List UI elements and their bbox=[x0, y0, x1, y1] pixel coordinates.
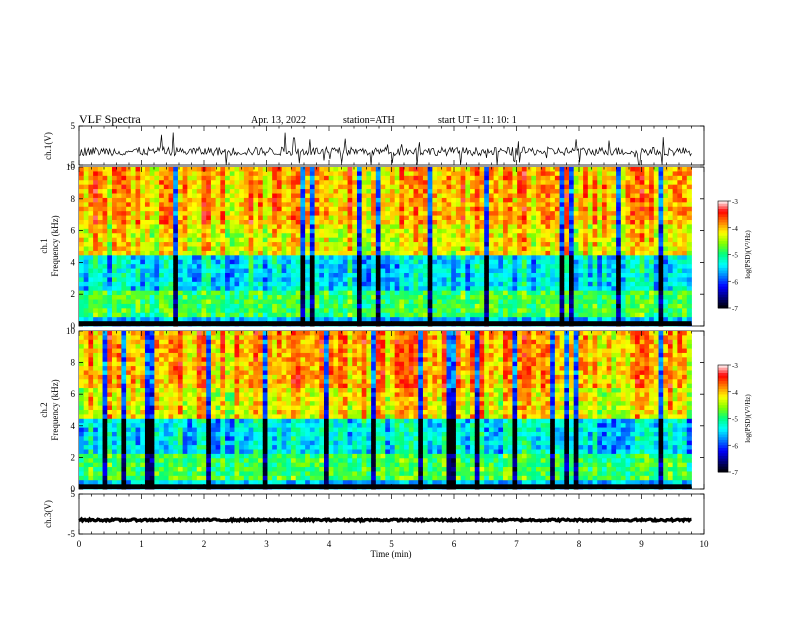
ch1-spectrogram-colorbar-label: log(PSD)(V²/Hz) bbox=[744, 230, 752, 279]
ch2-spectrogram-colorbar-tick-label--7: -7 bbox=[732, 469, 738, 477]
figure-title: VLF Spectra bbox=[79, 112, 141, 126]
ch3-waveform-ytick-label-5: 5 bbox=[71, 489, 76, 499]
x-tick-label-8: 8 bbox=[577, 539, 582, 549]
x-tick-label-3: 3 bbox=[264, 539, 269, 549]
ch1-spectrogram-colorbar-tick-label--7: -7 bbox=[732, 305, 738, 313]
ch1-spectrogram-colorbar-tick-label--3: -3 bbox=[732, 198, 738, 206]
ch1-waveform-ytick-label--5: -5 bbox=[68, 160, 76, 170]
x-tick-label-0: 0 bbox=[77, 539, 82, 549]
ch1-spectrogram-ytick-label-2: 2 bbox=[71, 289, 76, 299]
ch2-spectrogram-ytick-label-2: 2 bbox=[71, 452, 76, 462]
x-tick-label-9: 9 bbox=[639, 539, 644, 549]
x-tick-label-2: 2 bbox=[202, 539, 207, 549]
svg-text:ch.1: ch.1 bbox=[39, 238, 49, 253]
ch2-spectrogram-low-band bbox=[79, 484, 692, 489]
ch1-spectrogram-ytick-label-6: 6 bbox=[71, 226, 76, 236]
ch3-waveform-ylabel: ch.3(V) bbox=[43, 500, 53, 528]
ch1-spectrogram-ylabel: ch.1 Frequency (kHz) bbox=[39, 215, 60, 276]
ch2-spectrogram-colorbar-tick-label--3: -3 bbox=[732, 362, 738, 370]
ch2-spectrogram-ylabel: ch.2 Frequency (kHz) bbox=[39, 379, 60, 440]
x-tick-label-7: 7 bbox=[514, 539, 519, 549]
start-time: start UT = 11: 10: 1 bbox=[438, 115, 517, 126]
ch1-waveform-ytick-label-5: 5 bbox=[71, 121, 76, 131]
ch3-waveform-ytick-label--5: -5 bbox=[68, 529, 76, 539]
observation-date: Apr. 13, 2022 bbox=[251, 115, 306, 126]
ch2-spectrogram-colorbar-tick-label--5: -5 bbox=[732, 416, 738, 424]
ch1-waveform-trace bbox=[79, 133, 692, 166]
ch3-waveform-trace bbox=[79, 519, 692, 521]
ch2-spectrogram-ytick-label-6: 6 bbox=[71, 389, 76, 399]
ch1-spectrogram-colorbar-tick-label--4: -4 bbox=[732, 225, 738, 233]
svg-text:ch.2: ch.2 bbox=[39, 402, 49, 417]
x-axis-label: Time (min) bbox=[371, 549, 412, 559]
ch1-spectrogram-colorbar-tick-label--6: -6 bbox=[732, 278, 738, 286]
svg-text:Frequency (kHz): Frequency (kHz) bbox=[50, 215, 60, 276]
ch2-spectrogram-ytick-label-10: 10 bbox=[66, 326, 76, 336]
x-tick-label-5: 5 bbox=[389, 539, 394, 549]
station-name: station=ATH bbox=[343, 115, 395, 126]
x-tick-label-10: 10 bbox=[700, 539, 710, 549]
ch1-spectrogram-ytick-label-8: 8 bbox=[71, 194, 76, 204]
ch1-spectrogram-cells bbox=[79, 167, 692, 326]
ch2-spectrogram-ytick-label-4: 4 bbox=[71, 421, 76, 431]
x-tick-label-6: 6 bbox=[452, 539, 457, 549]
ch2-spectrogram-colorbar-label: log(PSD)(V²/Hz) bbox=[744, 394, 752, 443]
x-tick-label-4: 4 bbox=[327, 539, 332, 549]
svg-text:Frequency (kHz): Frequency (kHz) bbox=[50, 379, 60, 440]
chart-marks: 0246810-3-4-5-6-7log(PSD)(V²/Hz)0246810-… bbox=[66, 121, 752, 549]
ch1-spectrogram-colorbar-tick-label--5: -5 bbox=[732, 252, 738, 260]
ch2-spectrogram-ytick-label-8: 8 bbox=[71, 358, 76, 368]
ch3-waveform-frame bbox=[79, 494, 704, 534]
ch2-spectrogram-colorbar-tick-label--6: -6 bbox=[732, 442, 738, 450]
ch1-spectrogram-ytick-label-4: 4 bbox=[71, 257, 76, 267]
ch2-spectrogram-cells bbox=[79, 331, 692, 489]
ch2-spectrogram-colorbar-tick-label--4: -4 bbox=[732, 389, 738, 397]
ch1-waveform-ylabel: ch.1(V) bbox=[43, 132, 53, 160]
ch1-spectrogram-low-band bbox=[79, 321, 692, 326]
x-tick-label-1: 1 bbox=[139, 539, 144, 549]
